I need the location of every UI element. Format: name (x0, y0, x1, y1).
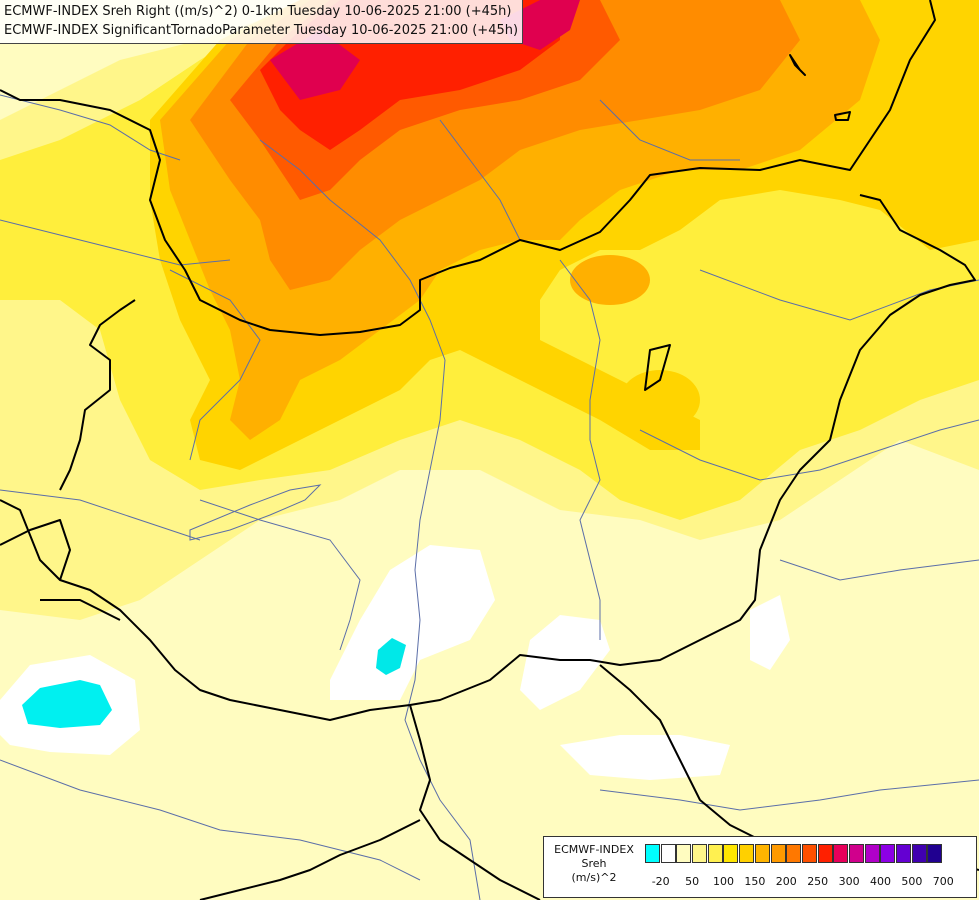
legend-swatch (786, 844, 802, 863)
legend-swatch (692, 844, 708, 863)
contour-white-4 (750, 595, 790, 670)
legend-swatch (927, 844, 943, 863)
legend-variable: Sreh (581, 857, 607, 870)
legend-swatch (770, 844, 786, 863)
contour-blob-east-2 (620, 370, 700, 430)
color-legend: ECMWF-INDEX Sreh (m/s)^2 -20 50 100 150 200 2… (543, 836, 977, 898)
legend-unit: (m/s)^2 (571, 871, 617, 884)
legend-tick-label: 700 (932, 875, 954, 888)
contour-500 (270, 30, 360, 100)
contour-cyan-2 (376, 638, 406, 675)
legend-swatches (645, 844, 943, 863)
legend-swatch (707, 844, 723, 863)
contour-blob-east (570, 255, 650, 305)
legend-swatch (739, 844, 755, 863)
legend-tick-label: 50 (685, 875, 700, 888)
legend-swatch (723, 844, 739, 863)
contour-cyan-1 (22, 680, 112, 728)
contour-white-2 (520, 615, 610, 710)
legend-swatch (645, 844, 660, 863)
legend-model: ECMWF-INDEX (554, 843, 634, 856)
map-title-box: ECMWF-INDEX Sreh Right ((m/s)^2) 0-1km T… (0, 0, 524, 44)
legend-tick-label: -20 (651, 875, 670, 888)
legend-label: ECMWF-INDEX Sreh (m/s)^2 (544, 843, 644, 885)
contour-white-1 (330, 545, 495, 700)
legend-swatch (911, 844, 927, 863)
legend-swatch (676, 844, 692, 863)
legend-tick-label: 300 (838, 875, 860, 888)
legend-tick-label: 100 (713, 875, 734, 888)
legend-swatch (833, 844, 849, 863)
legend-swatch (848, 844, 864, 863)
legend-tick-label: 200 (775, 875, 797, 888)
legend-tick-label: 400 (870, 875, 891, 888)
title-line-2: ECMWF-INDEX SignificantTornadoParameter … (4, 23, 519, 38)
contour-white-3 (560, 735, 730, 780)
legend-swatch (754, 844, 770, 863)
legend-tick-label: 500 (901, 875, 923, 888)
legend-swatch (864, 844, 880, 863)
legend-ticks: -20 50 100 150 200 250 300 400 500 700 (645, 875, 975, 891)
legend-tick-label: 150 (744, 875, 766, 888)
legend-tick-label: 250 (807, 875, 829, 888)
legend-swatch (817, 844, 833, 863)
legend-swatch (660, 844, 676, 863)
legend-swatch (801, 844, 817, 863)
title-line-1: ECMWF-INDEX Sreh Right ((m/s)^2) 0-1km T… (4, 4, 512, 19)
legend-swatch (896, 844, 911, 863)
legend-swatch (880, 844, 896, 863)
